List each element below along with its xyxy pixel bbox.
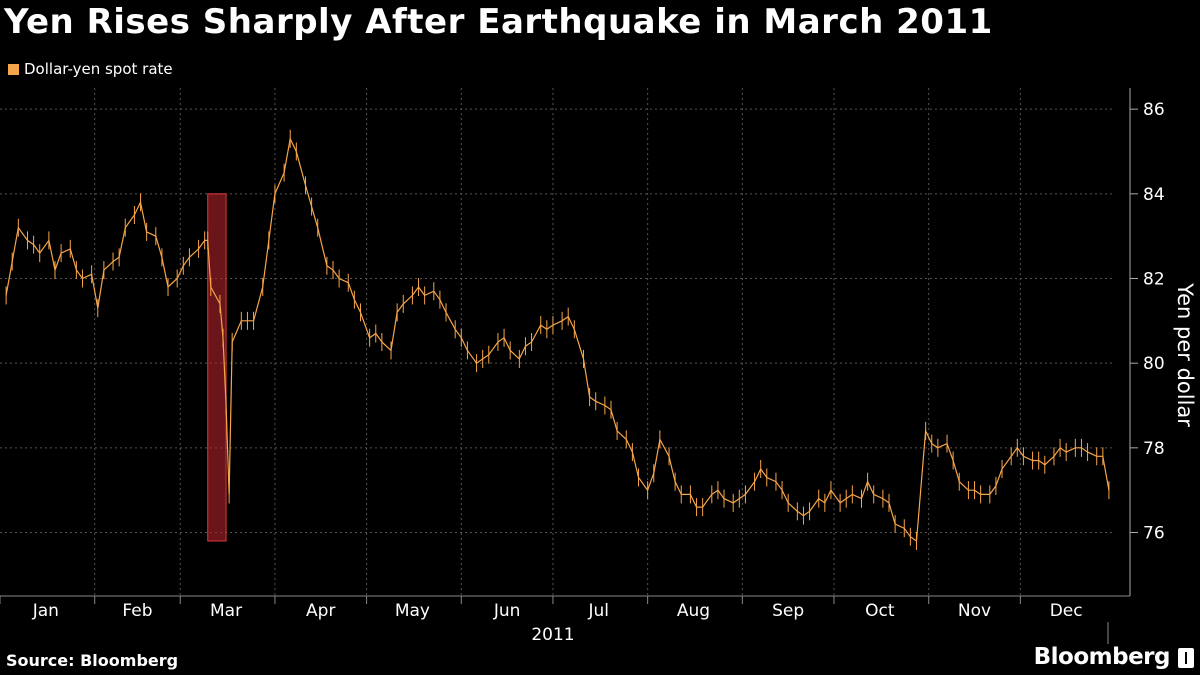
series-layer: [5, 129, 1110, 550]
x-tick-label: May: [395, 601, 430, 621]
y-tick-label: 82: [1143, 270, 1165, 290]
earthquake-highlight-box: [207, 193, 227, 542]
legend-swatch: [8, 63, 19, 75]
x-axis-year-label: 2011: [531, 625, 574, 645]
brand-logo-text: Bloomberg: [1033, 644, 1171, 670]
series-line: [5, 136, 1110, 543]
chart-title: Yen Rises Sharply After Earthquake in Ma…: [4, 2, 993, 42]
x-tick-label: Jun: [493, 601, 521, 621]
x-tick-label: Sep: [772, 601, 804, 621]
y-tick-label: 80: [1143, 354, 1165, 374]
x-tick-label: Jul: [588, 601, 610, 621]
source-note: Source: Bloomberg: [6, 651, 179, 670]
x-tick-label: Apr: [306, 601, 335, 621]
legend-label: Dollar-yen spot rate: [24, 60, 173, 78]
y-tick-label: 84: [1143, 185, 1165, 205]
x-tick-label: Dec: [1050, 601, 1083, 621]
axis-layer: 76 78 80 82 84 86 Jan Feb Mar Apr May Jun Jul Aug Sep O…: [0, 88, 1165, 644]
x-tick-label: Feb: [122, 601, 152, 621]
x-tick-label: Oct: [865, 601, 895, 621]
x-tick-label: Jan: [32, 601, 59, 621]
x-tick-label: Nov: [958, 601, 991, 621]
y-axis-label: Yen per dollar: [1173, 282, 1197, 427]
y-tick-label: 76: [1143, 524, 1165, 544]
legend: Dollar-yen spot rate: [8, 60, 173, 78]
grid-layer: [0, 88, 1112, 596]
x-tick-label: Aug: [677, 601, 710, 621]
bloomberg-terminal-icon: [1178, 648, 1194, 668]
y-tick-label: 86: [1143, 100, 1165, 120]
y-tick-label: 78: [1143, 439, 1165, 459]
x-tick-label: Mar: [210, 601, 242, 621]
